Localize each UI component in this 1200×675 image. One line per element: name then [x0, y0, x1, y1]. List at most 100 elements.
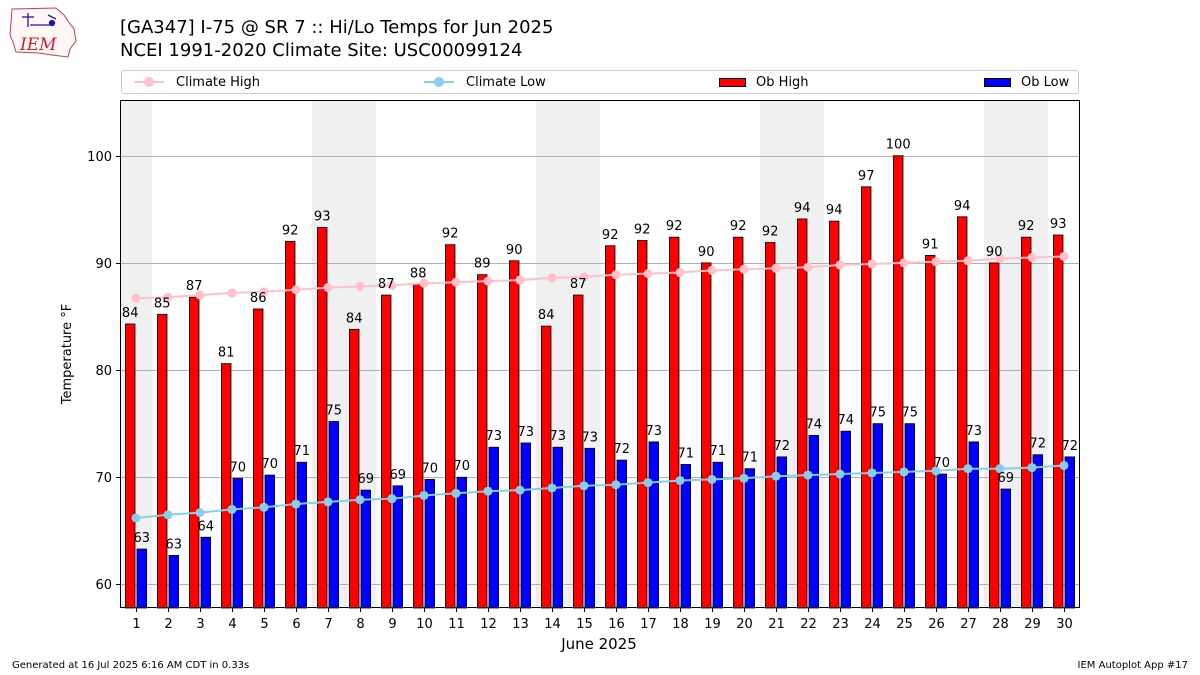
- ob-low-value-label-18: 71: [678, 446, 695, 461]
- climate-low-point-9: [387, 494, 397, 504]
- y-tick-label-70: 70: [95, 471, 112, 486]
- x-tick-label-3: 3: [196, 617, 204, 632]
- ob-high-value-label-1: 84: [122, 306, 139, 321]
- x-tick-label-19: 19: [704, 617, 721, 632]
- ob-high-value-label-7: 93: [314, 210, 331, 225]
- x-tick-label-14: 14: [544, 617, 561, 632]
- legend-ob-low: Ob Low: [984, 71, 1069, 93]
- ob-low-value-label-19: 71: [710, 444, 727, 459]
- ob-low-value-label-6: 71: [294, 444, 311, 459]
- weekend-shade-day-7: [312, 100, 344, 608]
- ob-low-value-label-9: 69: [390, 468, 407, 483]
- ob-high-bar-2: [156, 313, 168, 609]
- climate-high-point-15: [579, 272, 589, 282]
- climate-high-point-23: [835, 260, 845, 270]
- ob-low-value-label-10: 70: [422, 461, 439, 476]
- climate-low-point-3: [195, 508, 205, 518]
- ob-high-bar-20: [733, 236, 744, 609]
- ob-low-bar-5: [264, 474, 276, 609]
- ob-high-value-label-21: 92: [762, 225, 779, 240]
- legend-ob-low-label: Ob Low: [1021, 74, 1070, 90]
- x-tick-label-20: 20: [736, 617, 753, 632]
- x-tick-label-8: 8: [356, 617, 364, 632]
- ob-high-bar-27: [957, 216, 968, 609]
- climate-low-point-30: [1059, 460, 1069, 470]
- ob-low-bar-2: [168, 555, 180, 609]
- ob-high-bar-29: [1021, 236, 1032, 609]
- climate-high-point-13: [515, 275, 525, 285]
- ob-high-bar-4: [220, 363, 232, 609]
- ob-low-bar-7: [328, 421, 340, 609]
- ob-high-value-label-4: 81: [218, 346, 235, 361]
- y-tick-label-100: 100: [87, 150, 112, 165]
- ob-low-bar-6: [296, 461, 308, 609]
- ob-low-value-label-23: 74: [838, 413, 855, 428]
- climate-low-point-1: [131, 513, 141, 523]
- ob-low-bar-22: [808, 435, 820, 609]
- ob-low-value-label-15: 73: [582, 430, 599, 445]
- climate-low-point-10: [419, 490, 429, 500]
- legend-ob-high-swatch: [719, 77, 746, 87]
- ob-low-bar-26: [936, 473, 948, 609]
- climate-low-line: [135, 464, 1065, 519]
- ob-low-bar-23: [840, 430, 852, 609]
- ob-high-bar-18: [669, 236, 680, 609]
- climate-high-point-12: [483, 276, 493, 286]
- climate-low-point-11: [451, 488, 461, 498]
- ob-high-value-label-8: 84: [346, 311, 363, 326]
- ob-high-value-label-27: 94: [954, 199, 971, 214]
- climate-high-point-27: [963, 256, 973, 266]
- ob-low-bar-3: [200, 536, 212, 609]
- climate-low-point-28: [995, 464, 1005, 474]
- ob-low-value-label-2: 63: [166, 537, 183, 552]
- legend-climate-high-label: Climate High: [176, 74, 261, 90]
- ob-high-value-label-9: 87: [378, 277, 395, 292]
- ob-low-bar-1: [136, 548, 148, 609]
- ob-low-value-label-17: 73: [646, 424, 663, 439]
- ob-low-value-label-16: 72: [614, 442, 631, 457]
- ob-high-bar-3: [188, 296, 200, 609]
- ob-low-value-label-25: 75: [902, 406, 919, 421]
- climate-low-point-20: [739, 473, 749, 483]
- logo-text: IEM: [19, 35, 57, 55]
- y-tick-label-90: 90: [95, 257, 112, 272]
- ob-high-value-label-14: 84: [538, 308, 555, 323]
- y-tick-label-60: 60: [95, 578, 112, 593]
- ob-low-value-label-21: 72: [774, 439, 791, 454]
- ob-low-value-label-30: 72: [1062, 439, 1079, 454]
- climate-high-point-8: [355, 281, 365, 291]
- climate-high-point-1: [131, 293, 141, 303]
- ob-high-bar-1: [125, 323, 136, 609]
- ob-low-value-label-14: 73: [550, 429, 567, 444]
- ob-low-bar-28: [1000, 488, 1012, 609]
- ob-high-bar-6: [284, 241, 296, 609]
- climate-low-point-17: [643, 478, 653, 488]
- climate-high-point-19: [707, 265, 717, 275]
- ob-high-bar-24: [861, 186, 872, 609]
- ob-low-bar-30: [1064, 456, 1076, 609]
- climate-high-point-20: [739, 264, 749, 274]
- climate-high-point-21: [771, 263, 781, 273]
- ob-low-bar-9: [392, 485, 404, 609]
- ob-low-value-label-12: 73: [486, 429, 503, 444]
- plot-frame: [120, 100, 1080, 608]
- x-tick-label-17: 17: [640, 617, 657, 632]
- climate-low-point-26: [931, 466, 941, 476]
- ob-low-bar-24: [872, 423, 884, 609]
- x-tick-label-23: 23: [832, 617, 849, 632]
- climate-high-point-30: [1059, 251, 1069, 261]
- chart-title: [GA347] I-75 @ SR 7 :: Hi/Lo Temps for J…: [120, 17, 554, 38]
- climate-low-point-18: [675, 475, 685, 485]
- ob-high-value-label-13: 90: [506, 243, 523, 258]
- ob-low-value-label-28: 69: [998, 471, 1015, 486]
- ob-high-value-label-18: 92: [666, 219, 683, 234]
- x-tick-label-18: 18: [672, 617, 689, 632]
- legend-ob-high-label: Ob High: [756, 74, 809, 90]
- climate-low-point-25: [899, 467, 909, 477]
- climate-high-point-11: [451, 277, 461, 287]
- ob-low-value-label-29: 72: [1030, 437, 1047, 452]
- climate-high-point-4: [227, 288, 237, 298]
- climate-low-point-19: [707, 474, 717, 484]
- climate-high-point-24: [867, 259, 877, 269]
- climate-high-point-10: [419, 278, 429, 288]
